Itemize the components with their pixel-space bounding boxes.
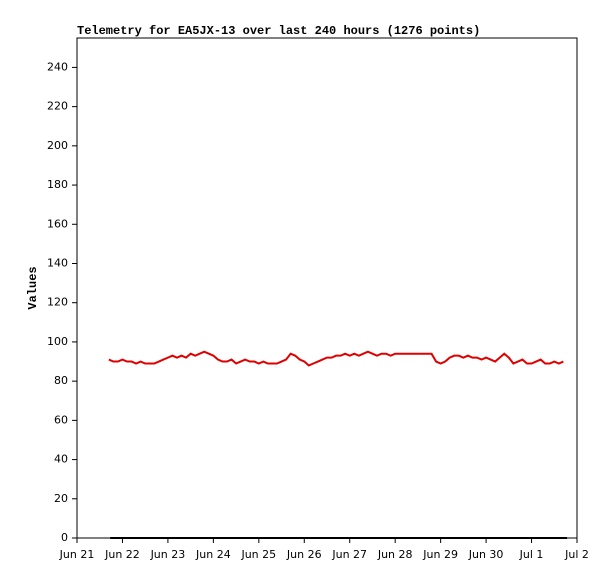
y-tick-label: 220: [47, 100, 68, 113]
y-tick-label: 80: [54, 374, 68, 387]
y-tick-label: 240: [47, 60, 68, 73]
series-line: [108, 350, 564, 367]
x-tick-label: Jun 30: [468, 548, 504, 561]
x-tick-label: Jun 27: [331, 548, 367, 561]
y-tick-label: 0: [61, 531, 68, 544]
x-tick-label: Jun 24: [195, 548, 231, 561]
y-tick-label: 200: [47, 139, 68, 152]
x-tick-label: Jun 26: [286, 548, 322, 561]
x-tick-label: Jun 21: [59, 548, 95, 561]
x-tick-label: Jun 29: [422, 548, 458, 561]
y-tick-label: 180: [47, 178, 68, 191]
x-tick-label: Jul 2: [564, 548, 589, 561]
y-tick-label: 60: [54, 413, 68, 426]
plot-frame: [76, 37, 578, 539]
x-tick-label: Jun 22: [104, 548, 140, 561]
y-tick-label: 100: [47, 335, 68, 348]
x-tick-label: Jun 25: [240, 548, 276, 561]
y-tick-label: 20: [54, 492, 68, 505]
x-tick-label: Jun 28: [377, 548, 413, 561]
x-tick-label: Jun 23: [150, 548, 186, 561]
y-axis-label: Values: [26, 266, 40, 309]
y-tick-label: 40: [54, 453, 68, 466]
y-tick-label: 120: [47, 296, 68, 309]
y-tick-label: 160: [47, 217, 68, 230]
chart-title: Telemetry for EA5JX-13 over last 240 hou…: [77, 24, 480, 38]
y-tick-label: 140: [47, 256, 68, 269]
x-tick-label: Jul 1: [519, 548, 544, 561]
